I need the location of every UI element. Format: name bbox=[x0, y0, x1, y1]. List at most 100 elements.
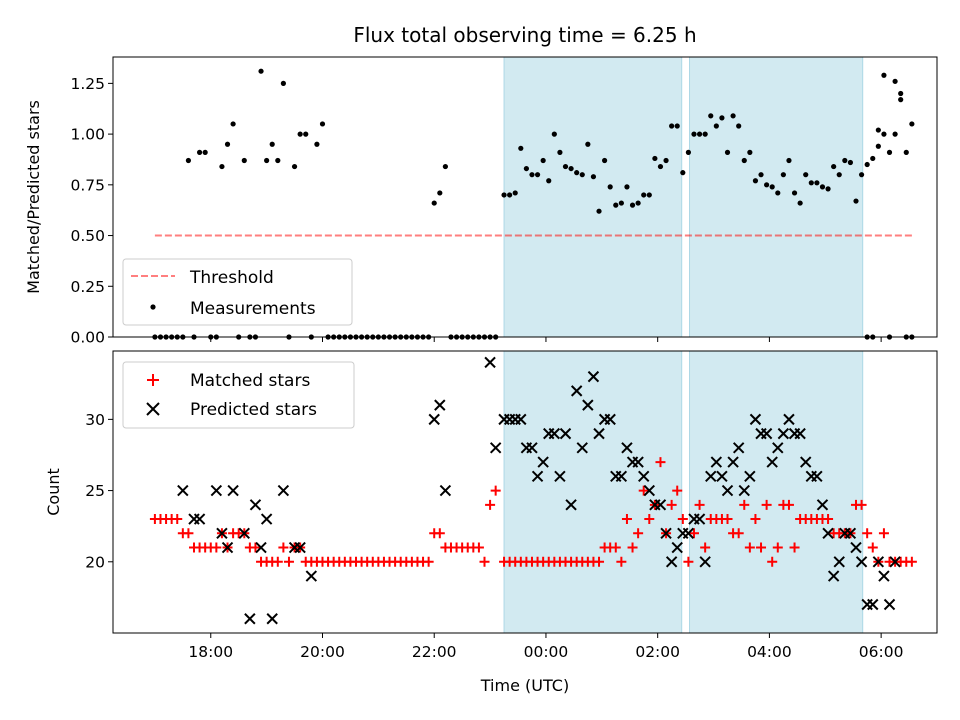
matched-star-marker bbox=[750, 514, 761, 525]
measurement-point bbox=[585, 141, 591, 147]
measurement-point bbox=[669, 123, 675, 129]
matched-star-marker bbox=[783, 499, 794, 510]
predicted-star-marker bbox=[216, 527, 228, 540]
predicted-star-marker bbox=[827, 570, 840, 582]
predicted-star-marker bbox=[244, 613, 256, 625]
measurement-point bbox=[185, 157, 192, 164]
measurement-point bbox=[842, 157, 848, 164]
predicted-star-marker bbox=[855, 556, 868, 568]
predicted-star-marker bbox=[582, 399, 594, 411]
predicted-star-marker bbox=[749, 413, 762, 426]
measurement-point bbox=[529, 172, 535, 178]
predicted-star-marker bbox=[210, 484, 223, 497]
measurement-point bbox=[230, 121, 236, 127]
measurement-point bbox=[814, 180, 820, 186]
matched-star-marker bbox=[856, 499, 867, 510]
matched-star-marker bbox=[594, 556, 605, 567]
measurement-point bbox=[853, 198, 859, 204]
measurement-point bbox=[702, 131, 708, 137]
legend-threshold-label: Threshold bbox=[189, 268, 274, 288]
measurement-point bbox=[724, 149, 731, 155]
top-y-tick-label: 0.00 bbox=[70, 329, 105, 347]
measurement-point bbox=[523, 165, 529, 172]
measurement-point bbox=[437, 190, 443, 196]
measurement-point bbox=[602, 157, 608, 164]
predicted-star-marker bbox=[822, 527, 834, 540]
measurement-point bbox=[607, 184, 613, 190]
matched-star-marker bbox=[485, 499, 496, 510]
measurement-point bbox=[898, 97, 904, 103]
predicted-star-marker bbox=[266, 613, 278, 625]
top-panel: 0.00 0.25 0.50 0.75 1.00 1.25 Threshold Measure… bbox=[70, 56, 938, 347]
predicted-star-marker bbox=[554, 470, 566, 483]
predicted-star-marker bbox=[570, 385, 583, 397]
predicted-star-marker bbox=[260, 513, 273, 525]
chart-title: Flux total observing time = 6.25 h bbox=[353, 23, 696, 47]
predicted-star-marker bbox=[883, 598, 896, 611]
predicted-star-marker bbox=[249, 499, 262, 511]
measurement-point bbox=[881, 72, 887, 78]
measurement-point bbox=[825, 186, 831, 192]
matched-star-marker bbox=[473, 542, 484, 553]
measurement-point bbox=[747, 149, 753, 155]
bottom-legend-box bbox=[122, 361, 355, 429]
top-y-tick-label: 0.25 bbox=[70, 278, 105, 296]
predicted-star-marker bbox=[565, 499, 577, 511]
measurement-point bbox=[886, 149, 893, 155]
measurement-point bbox=[831, 163, 837, 170]
measurement-point bbox=[507, 192, 513, 198]
x-tick-label: 02:00 bbox=[635, 643, 680, 661]
predicted-star-marker bbox=[227, 484, 239, 497]
predicted-star-marker bbox=[638, 470, 650, 483]
predicted-star-marker bbox=[654, 499, 667, 511]
matched-star-marker bbox=[434, 528, 445, 539]
x-tick-label: 04:00 bbox=[747, 643, 792, 661]
measurement-point bbox=[769, 184, 775, 190]
matched-star-marker bbox=[479, 556, 490, 567]
predicted-star-marker bbox=[710, 456, 723, 468]
measurement-point bbox=[596, 208, 602, 214]
matched-star-marker bbox=[694, 499, 705, 510]
legend-predicted-swatch bbox=[146, 402, 160, 416]
measurement-point bbox=[546, 178, 552, 184]
bottom-y-tick-label: 20 bbox=[85, 553, 105, 571]
measurement-point bbox=[291, 163, 298, 170]
matched-star-marker bbox=[862, 528, 873, 539]
predicted-star-marker bbox=[238, 527, 250, 540]
matched-star-marker bbox=[610, 542, 621, 553]
measurement-point bbox=[741, 157, 747, 164]
matched-star-marker bbox=[739, 499, 750, 510]
measurement-point bbox=[652, 155, 658, 162]
predicted-star-marker bbox=[526, 442, 538, 454]
matched-star-marker bbox=[772, 542, 783, 553]
measurement-point bbox=[557, 149, 563, 155]
predicted-star-marker bbox=[716, 470, 728, 483]
matched-star-marker bbox=[627, 542, 638, 553]
measurement-point bbox=[297, 131, 303, 137]
predicted-star-marker bbox=[766, 456, 778, 468]
matched-star-marker bbox=[638, 485, 649, 496]
predicted-star-marker bbox=[867, 598, 879, 611]
bottom-y-axis-label: Count bbox=[44, 468, 63, 516]
measurement-point bbox=[775, 190, 781, 196]
predicted-star-marker bbox=[732, 442, 745, 454]
matched-star-marker bbox=[672, 485, 683, 496]
predicted-star-marker bbox=[484, 356, 496, 369]
x-tick-label: 20:00 bbox=[300, 643, 345, 661]
predicted-star-marker bbox=[428, 413, 440, 426]
matched-star-marker bbox=[633, 528, 644, 539]
predicted-star-marker bbox=[489, 442, 502, 454]
matched-star-marker bbox=[733, 528, 744, 539]
top-axes-frame bbox=[112, 56, 938, 338]
predicted-star-marker bbox=[434, 399, 446, 411]
measurement-point bbox=[314, 141, 320, 147]
predicted-star-marker bbox=[889, 556, 901, 568]
measurement-point bbox=[264, 157, 270, 164]
matched-star-marker bbox=[700, 542, 711, 553]
predicted-star-marker bbox=[777, 427, 790, 440]
measurement-point bbox=[836, 172, 842, 178]
predicted-star-marker bbox=[794, 427, 806, 440]
predicted-star-marker bbox=[277, 484, 290, 497]
top-y-axis-label: Matched/Predicted stars bbox=[24, 100, 43, 294]
top-legend-box bbox=[122, 258, 353, 326]
